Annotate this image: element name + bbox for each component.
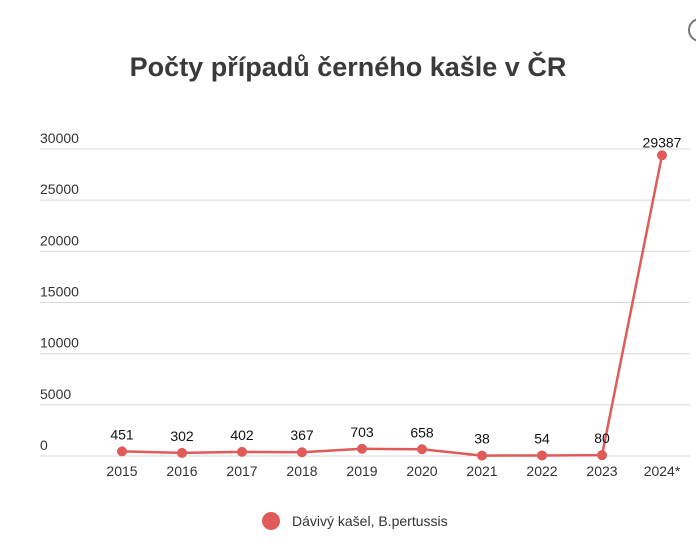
x-tick-label: 2020: [406, 463, 437, 479]
x-tick-label: 2022: [526, 463, 557, 479]
data-label: 703: [350, 424, 374, 440]
legend-marker: [262, 512, 280, 530]
data-point: [237, 446, 247, 457]
y-tick-label: 25000: [40, 181, 79, 197]
series-line-path: [121, 155, 664, 457]
y-tick-label: 10000: [40, 335, 79, 351]
data-labels: 451 302 402 367 703 658 38 54 80 29387: [110, 134, 681, 446]
data-label: 29387: [643, 134, 682, 150]
x-tick-label: 2015: [106, 463, 137, 479]
data-point: [357, 443, 367, 454]
x-tick-label: 2017: [226, 463, 257, 479]
y-tick-label: 5000: [40, 386, 71, 402]
legend: Dávivý kašel, B.pertussis: [262, 512, 448, 530]
data-label: 367: [290, 427, 314, 443]
data-label: 302: [170, 428, 194, 444]
y-tick-label: 20000: [40, 232, 79, 248]
data-point: [597, 450, 607, 461]
x-tick-label: 2019: [346, 463, 377, 479]
x-tick-label: 2023: [586, 463, 617, 479]
data-label: 451: [110, 426, 134, 442]
data-label: 38: [474, 431, 490, 447]
data-point: [117, 446, 127, 457]
data-point: [417, 444, 427, 455]
data-label: 658: [410, 424, 434, 440]
chart-title: Počty případů černého kašle v ČR: [129, 52, 567, 82]
x-tick-label: 2021: [466, 463, 497, 479]
y-tick-label: 30000: [40, 130, 79, 146]
data-label: 54: [534, 430, 550, 446]
y-axis-ticks: 0 5000 10000 15000 20000 25000 30000: [40, 130, 79, 453]
series-line: [121, 155, 664, 457]
data-point: [657, 150, 667, 161]
data-point: [477, 450, 487, 461]
x-tick-label: 2018: [286, 463, 317, 479]
x-axis-ticks: 2015 2016 2017 2018 2019 2020 2021 2022 2023 2024…: [106, 463, 680, 479]
data-label: 402: [230, 427, 254, 443]
data-point: [177, 447, 187, 458]
grid-lines: [40, 148, 690, 457]
data-point: [297, 447, 307, 458]
x-tick-label: 2024*: [644, 463, 681, 479]
y-tick-label: 0: [40, 437, 48, 453]
y-tick-label: 15000: [40, 284, 79, 300]
data-label: 80: [594, 430, 610, 446]
legend-label: Dávivý kašel, B.pertussis: [292, 513, 448, 529]
x-tick-label: 2016: [166, 463, 197, 479]
series-points: [117, 150, 667, 461]
data-point: [537, 450, 547, 461]
